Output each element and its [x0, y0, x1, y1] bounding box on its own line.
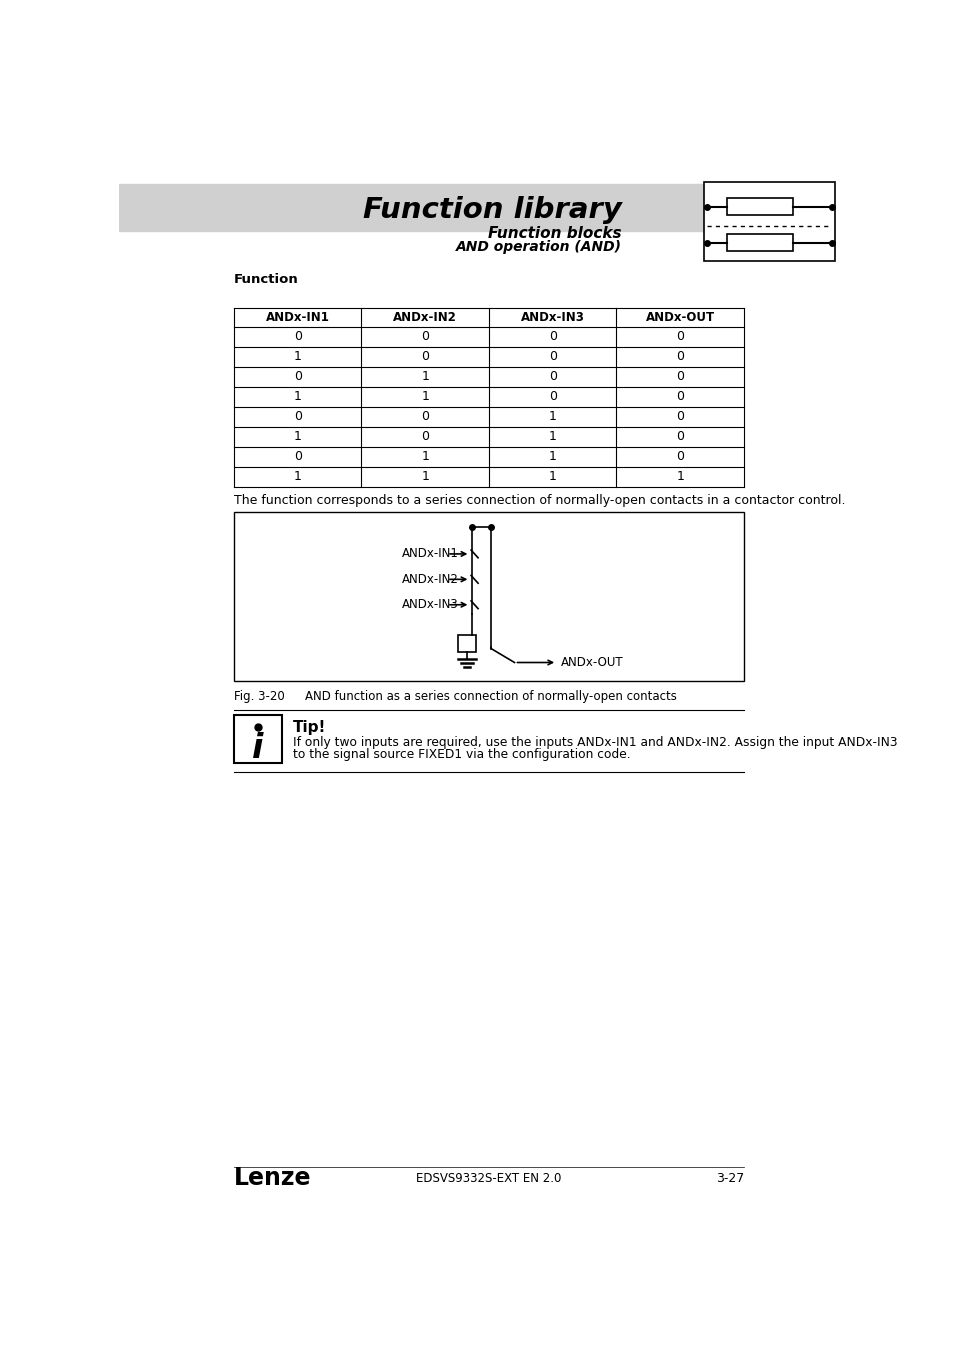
Text: 1: 1 [548, 470, 556, 483]
Text: 0: 0 [294, 331, 301, 343]
Text: Lenze: Lenze [233, 1166, 311, 1191]
Text: 0: 0 [676, 431, 683, 443]
Text: AND function as a series connection of normally-open contacts: AND function as a series connection of n… [305, 690, 677, 703]
Bar [457, 634, 476, 652]
Text: 0: 0 [294, 370, 301, 383]
Text: ANDx-OUT: ANDx-OUT [645, 310, 714, 324]
Text: 0: 0 [676, 370, 683, 383]
Text: 1: 1 [421, 451, 429, 463]
Text: to the signal source FIXED1 via the configuration code.: to the signal source FIXED1 via the conf… [293, 748, 630, 761]
Text: ANDx-IN3: ANDx-IN3 [402, 598, 458, 612]
Text: Function library: Function library [362, 196, 620, 224]
Bar [233, 512, 743, 680]
Text: 1: 1 [421, 470, 429, 483]
Text: Function: Function [233, 273, 298, 286]
Text: If only two inputs are required, use the inputs ANDx-IN1 and ANDx-IN2. Assign th: If only two inputs are required, use the… [293, 736, 897, 749]
Text: 1: 1 [421, 370, 429, 383]
Text: ANDx-IN2: ANDx-IN2 [393, 310, 456, 324]
Bar [726, 235, 793, 251]
Text: Function blocks: Function blocks [487, 225, 620, 242]
Bar [726, 198, 793, 215]
Text: 1: 1 [294, 350, 301, 363]
Text: 1: 1 [548, 410, 556, 424]
Text: 0: 0 [676, 331, 683, 343]
Text: 0: 0 [420, 431, 429, 443]
Text: 1: 1 [548, 451, 556, 463]
Text: ANDx-IN2: ANDx-IN2 [402, 572, 458, 586]
Text: The function corresponds to a series connection of normally-open contacts in a c: The function corresponds to a series con… [233, 494, 844, 508]
Text: ANDx-IN1: ANDx-IN1 [266, 310, 330, 324]
Text: ANDx-IN3: ANDx-IN3 [520, 310, 584, 324]
Text: 1: 1 [676, 470, 683, 483]
Text: 0: 0 [676, 390, 683, 404]
Text: 0: 0 [294, 451, 301, 463]
Text: i: i [252, 732, 263, 765]
Text: 0: 0 [676, 451, 683, 463]
Text: 0: 0 [676, 410, 683, 424]
Text: Tip!: Tip! [293, 720, 326, 734]
Text: 1: 1 [421, 390, 429, 404]
Text: 0: 0 [420, 410, 429, 424]
Text: 0: 0 [676, 350, 683, 363]
Text: 3-27: 3-27 [715, 1172, 743, 1185]
Bar [233, 716, 282, 763]
Text: 0: 0 [420, 350, 429, 363]
Text: 0: 0 [420, 331, 429, 343]
Text: Fig. 3-20: Fig. 3-20 [233, 690, 284, 703]
Text: 1: 1 [294, 431, 301, 443]
Bar [703, 182, 835, 261]
Text: 0: 0 [548, 350, 557, 363]
Text: 1: 1 [294, 390, 301, 404]
Text: 1: 1 [294, 470, 301, 483]
Text: ANDx-IN1: ANDx-IN1 [402, 548, 458, 560]
Text: 0: 0 [294, 410, 301, 424]
Text: EDSVS9332S-EXT EN 2.0: EDSVS9332S-EXT EN 2.0 [416, 1172, 561, 1185]
Text: ANDx-OUT: ANDx-OUT [560, 656, 623, 670]
Text: 1: 1 [548, 431, 556, 443]
Bar [119, 184, 754, 231]
Text: 0: 0 [548, 390, 557, 404]
Text: 0: 0 [548, 370, 557, 383]
Text: 0: 0 [548, 331, 557, 343]
Text: AND operation (AND): AND operation (AND) [455, 240, 620, 254]
